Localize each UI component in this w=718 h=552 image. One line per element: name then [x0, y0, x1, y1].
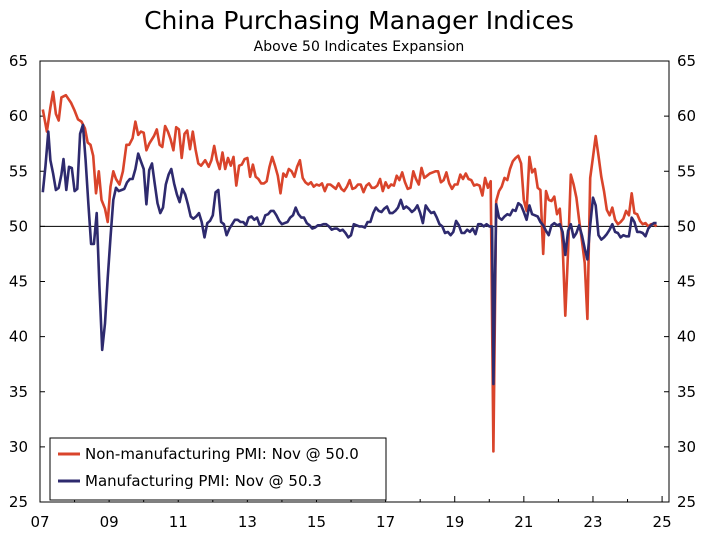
x-tick-label: 19: [445, 513, 464, 531]
y-tick-label-left: 40: [9, 328, 28, 346]
y-tick-label-right: 55: [677, 162, 696, 180]
y-tick-label-right: 40: [677, 328, 696, 346]
legend-label-non-manufacturing: Non-manufacturing PMI: Nov @ 50.0: [85, 445, 359, 463]
y-tick-label-right: 50: [677, 217, 696, 235]
y-tick-label-right: 45: [677, 273, 696, 291]
x-tick-label: 15: [307, 513, 326, 531]
y-tick-label-left: 65: [9, 52, 28, 70]
y-tick-label-right: 65: [677, 52, 696, 70]
chart-subtitle: Above 50 Indicates Expansion: [254, 39, 465, 55]
x-tick-label: 25: [653, 513, 672, 531]
x-tick-label: 21: [514, 513, 533, 531]
y-tick-label-right: 60: [677, 107, 696, 125]
chart-title: China Purchasing Manager Indices: [144, 6, 574, 35]
y-tick-label-left: 50: [9, 217, 28, 235]
x-axis-labels: 07 09 11 13 15 17 19 21 23 25: [30, 513, 671, 531]
x-tick-label: 09: [100, 513, 119, 531]
y-tick-label-left: 60: [9, 107, 28, 125]
y-axis-right-labels: 25 30 35 40 45 50 55 60 65: [677, 52, 696, 511]
legend: Non-manufacturing PMI: Nov @ 50.0 Manufa…: [49, 437, 387, 501]
plot-frame: [39, 60, 670, 503]
x-tick-label: 17: [376, 513, 395, 531]
series-line-manufacturing: [41, 123, 657, 386]
y-tick-label-right: 30: [677, 438, 696, 456]
legend-box: [49, 437, 387, 501]
y-tick-label-left: 30: [9, 438, 28, 456]
series-layer: [41, 90, 658, 453]
legend-label-manufacturing: Manufacturing PMI: Nov @ 50.3: [85, 472, 322, 490]
x-tick-label: 11: [169, 513, 188, 531]
y-tick-label-left: 55: [9, 162, 28, 180]
y-tick-label-left: 45: [9, 273, 28, 291]
x-tick-label: 23: [583, 513, 602, 531]
y-tick-label-left: 35: [9, 383, 28, 401]
x-tick-label: 07: [30, 513, 49, 531]
y-axis-left-labels: 25 30 35 40 45 50 55 60 65: [9, 52, 28, 511]
y-tick-label-left: 25: [9, 493, 28, 511]
y-tick-label-right: 35: [677, 383, 696, 401]
series-line-non-manufacturing: [41, 90, 658, 453]
y-tick-label-right: 25: [677, 493, 696, 511]
x-tick-label: 13: [238, 513, 257, 531]
